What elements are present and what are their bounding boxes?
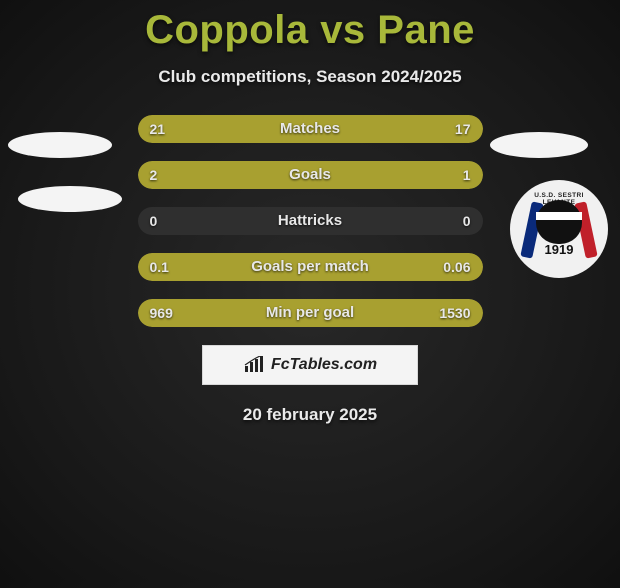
stat-value-right: 0 xyxy=(463,207,471,235)
right-ellipse-1 xyxy=(490,132,588,158)
subtitle: Club competitions, Season 2024/2025 xyxy=(0,67,620,87)
stat-row: Min per goal969 1530 xyxy=(138,299,483,327)
bars-chart-icon xyxy=(243,356,265,374)
stat-value-left: 0 xyxy=(150,207,158,235)
brand-box[interactable]: FcTables.com xyxy=(202,345,418,385)
stat-value-right: 1 xyxy=(463,161,471,189)
stat-row: Goals2 1 xyxy=(138,161,483,189)
stat-label: Goals per match xyxy=(138,253,483,281)
club-badge-inner: U.S.D. SESTRI LEVANTE 1919 xyxy=(524,194,594,264)
left-ellipse-2 xyxy=(18,186,122,212)
club-badge: U.S.D. SESTRI LEVANTE 1919 xyxy=(510,180,608,278)
stat-value-left: 21 xyxy=(150,115,166,143)
brand-text: FcTables.com xyxy=(271,356,377,374)
stat-value-left: 0.1 xyxy=(150,253,169,281)
stat-label: Min per goal xyxy=(138,299,483,327)
stat-value-left: 969 xyxy=(150,299,173,327)
left-ellipse-1 xyxy=(8,132,112,158)
stat-value-right: 0.06 xyxy=(443,253,470,281)
stat-value-left: 2 xyxy=(150,161,158,189)
stat-row: Goals per match0.1 0.06 xyxy=(138,253,483,281)
stat-label: Hattricks xyxy=(138,207,483,235)
stat-label: Matches xyxy=(138,115,483,143)
badge-bandana xyxy=(536,212,582,220)
stat-value-right: 1530 xyxy=(439,299,470,327)
badge-year: 1919 xyxy=(524,242,594,257)
stat-row: Matches21 17 xyxy=(138,115,483,143)
stat-row: Hattricks0 0 xyxy=(138,207,483,235)
page-title: Coppola vs Pane xyxy=(0,8,620,53)
badge-head-silhouette xyxy=(536,200,582,244)
stats-block: Matches2117Goals21Hattricks00Goals per m… xyxy=(138,115,483,327)
stat-value-right: 17 xyxy=(455,115,471,143)
stat-label: Goals xyxy=(138,161,483,189)
date-text: 20 february 2025 xyxy=(0,405,620,425)
